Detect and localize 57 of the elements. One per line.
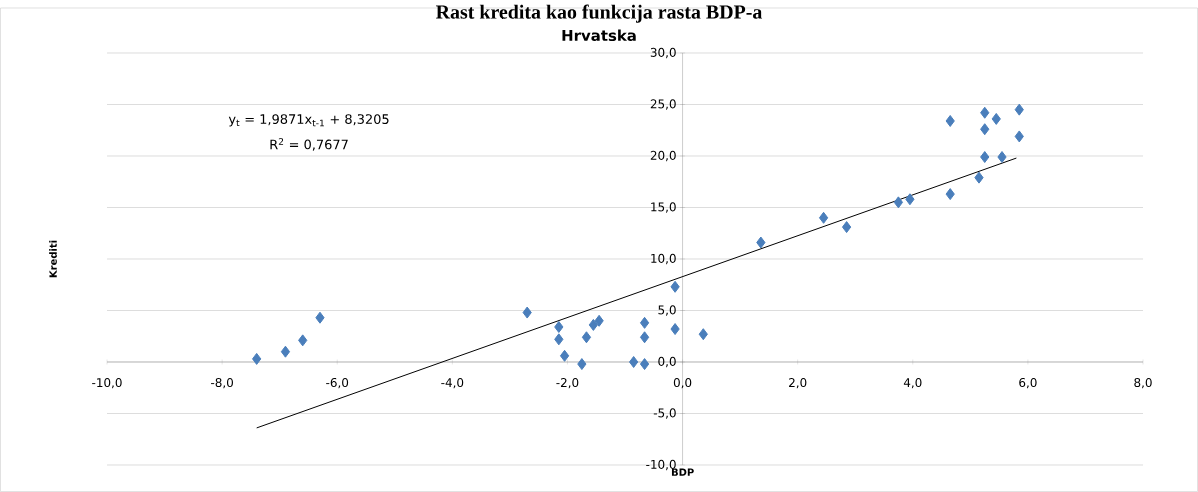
x-tick-label: -4,0 — [441, 378, 464, 389]
y-tick-label: 30,0 — [650, 47, 676, 59]
point — [554, 320, 564, 333]
x-tick-label: -6,0 — [326, 378, 349, 389]
point — [945, 188, 955, 201]
y-tick-label: 5,0 — [658, 305, 676, 316]
point — [554, 333, 564, 346]
x-tick-label: 6,0 — [1019, 378, 1037, 389]
point — [559, 349, 570, 362]
x-tick-label: -8,0 — [211, 378, 233, 389]
point — [980, 106, 990, 119]
point — [522, 306, 532, 319]
x-tick-label: 8,0 — [1134, 378, 1152, 389]
chart-title: Rast kredita kao funkcija rasta BDP-a — [435, 4, 763, 23]
point — [670, 280, 680, 293]
point — [639, 331, 650, 344]
point — [577, 358, 587, 371]
point — [974, 171, 984, 184]
annotation: R$^{2}$ = 0,7677 — [270, 138, 348, 151]
point — [252, 352, 262, 365]
point — [1014, 130, 1024, 143]
point — [639, 358, 650, 371]
point — [905, 193, 915, 206]
point — [298, 334, 308, 347]
point — [997, 151, 1007, 164]
y-tick-label: 10,0 — [651, 253, 676, 265]
point — [588, 318, 598, 331]
point — [639, 316, 650, 329]
x-tick-label: -10,0 — [92, 378, 122, 389]
chart-subtitle: Hrvatska — [562, 29, 636, 42]
y-tick-label: 15,0 — [651, 202, 676, 213]
point — [893, 196, 904, 209]
point — [980, 123, 990, 136]
x-tick-label: 4,0 — [903, 378, 922, 389]
y-axis-title: Krediti — [49, 240, 57, 278]
point — [818, 211, 829, 224]
y-tick-label: -5,0 — [653, 408, 676, 419]
point — [698, 328, 708, 341]
x-tick-label: 2,0 — [789, 378, 807, 389]
point — [980, 151, 990, 164]
point — [581, 331, 592, 344]
point — [1014, 103, 1024, 116]
x-tick-label: -2,0 — [556, 378, 579, 389]
point — [841, 221, 852, 234]
point — [594, 314, 604, 327]
annotation: y$_{t}$ = 1,9871x$_{t-1}$ + 8,3205 — [228, 114, 389, 127]
y-tick-label: 25,0 — [650, 99, 676, 110]
y-tick-label: 0,0 — [658, 356, 676, 368]
point — [991, 112, 1001, 125]
y-tick-label: 20,0 — [650, 150, 676, 162]
point — [670, 323, 680, 336]
point — [945, 114, 955, 127]
point — [756, 236, 766, 249]
point — [280, 345, 291, 358]
point — [315, 311, 325, 324]
point — [629, 356, 639, 368]
x-tick-label: 0,0 — [673, 378, 692, 389]
